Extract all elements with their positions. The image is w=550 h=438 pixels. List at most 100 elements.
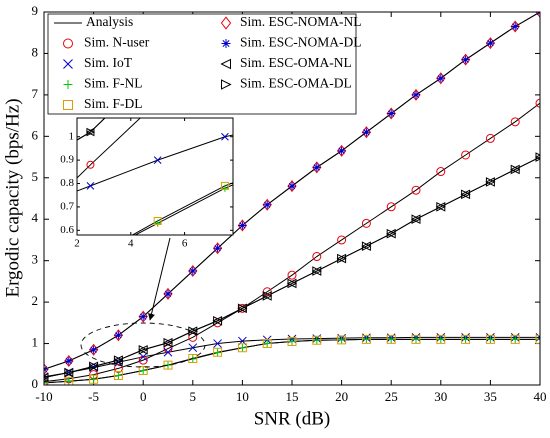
data-point — [288, 337, 296, 346]
x-axis-label: SNR (dB) — [254, 408, 331, 429]
data-point — [138, 344, 149, 355]
data-point — [213, 315, 223, 326]
legend-marker — [221, 39, 231, 48]
data-point — [262, 198, 272, 211]
data-point — [163, 347, 173, 357]
data-point — [139, 312, 148, 321]
data-point — [221, 132, 229, 141]
data-point — [188, 326, 198, 336]
legend-label: Analysis — [86, 14, 133, 29]
y-tick-label: 2 — [32, 293, 39, 308]
data-point — [213, 348, 222, 357]
data-point — [510, 334, 520, 344]
data-point — [361, 126, 372, 139]
legend-marker — [63, 80, 73, 89]
data-point — [64, 356, 73, 365]
data-point — [64, 367, 74, 378]
y-tick-label: 0.7 — [60, 200, 74, 212]
data-point — [44, 378, 48, 385]
data-point — [312, 266, 322, 276]
data-point — [535, 152, 540, 162]
y-tick-label: 3 — [32, 252, 39, 267]
data-point — [412, 90, 420, 99]
legend-label: Sim. F-NL — [84, 76, 143, 91]
data-point — [312, 252, 322, 262]
data-point — [386, 334, 396, 344]
data-point — [386, 107, 396, 120]
zoom-ellipse — [80, 322, 206, 368]
data-point — [89, 361, 99, 372]
data-point — [263, 200, 272, 209]
data-point — [461, 55, 470, 64]
data-point — [460, 53, 471, 66]
x-tick-label: 25 — [385, 389, 398, 404]
data-point — [89, 363, 98, 372]
x-tick-label: 4 — [128, 238, 134, 250]
data-point — [461, 334, 471, 344]
data-point — [86, 127, 96, 137]
legend-marker — [63, 59, 73, 69]
data-point — [362, 128, 371, 137]
data-point — [485, 177, 496, 187]
data-point — [188, 267, 197, 276]
data-point — [411, 214, 422, 225]
data-point — [89, 374, 99, 384]
data-point — [312, 163, 321, 172]
series-group — [44, 12, 540, 385]
data-point — [237, 303, 248, 314]
data-point — [113, 329, 124, 342]
data-point — [238, 343, 247, 352]
data-point — [88, 343, 99, 356]
data-point — [114, 371, 123, 380]
data-point — [511, 22, 520, 31]
data-point — [89, 375, 98, 384]
legend-marker — [220, 58, 231, 70]
data-point — [511, 335, 520, 344]
y-tick-label: 6 — [32, 127, 39, 142]
data-point — [163, 287, 173, 300]
data-point — [486, 335, 495, 344]
y-tick-label: 7 — [32, 86, 39, 101]
data-point — [361, 241, 372, 251]
data-point — [535, 98, 540, 108]
data-point — [163, 337, 174, 348]
x-tick-label: -5 — [88, 389, 99, 404]
data-point — [461, 189, 471, 200]
axes-box — [43, 11, 541, 386]
data-point — [436, 201, 446, 212]
data-point — [287, 336, 297, 346]
data-point — [312, 336, 321, 345]
x-tick-label: 2 — [74, 238, 80, 250]
data-point — [486, 39, 495, 48]
legend-label: Sim. ESC-OMA-DL — [240, 76, 352, 91]
data-point — [44, 363, 49, 376]
x-tick-label: 6 — [182, 238, 188, 250]
data-point — [535, 334, 540, 344]
data-point — [188, 343, 198, 353]
data-point — [64, 354, 74, 367]
data-point — [288, 182, 296, 191]
data-point — [262, 291, 273, 301]
data-point — [336, 144, 347, 157]
data-point — [535, 332, 540, 342]
legend-marker — [221, 79, 232, 90]
data-point — [64, 368, 74, 377]
data-point — [262, 339, 272, 349]
zoom-arrow — [148, 237, 171, 321]
data-point — [411, 88, 421, 101]
y-tick-label: 1 — [32, 335, 39, 350]
data-point — [312, 335, 322, 345]
data-point — [536, 335, 540, 344]
x-tick-label: 20 — [335, 389, 348, 404]
y-tick-label: 4 — [32, 210, 39, 225]
data-point — [337, 253, 347, 264]
data-point — [386, 228, 397, 239]
data-point — [221, 184, 229, 192]
data-point — [436, 74, 445, 83]
legend-marker — [63, 100, 73, 110]
x-tick-label: 15 — [286, 389, 299, 404]
y-tick-label: 0 — [32, 376, 39, 391]
data-point — [237, 343, 247, 353]
data-point — [163, 360, 173, 370]
